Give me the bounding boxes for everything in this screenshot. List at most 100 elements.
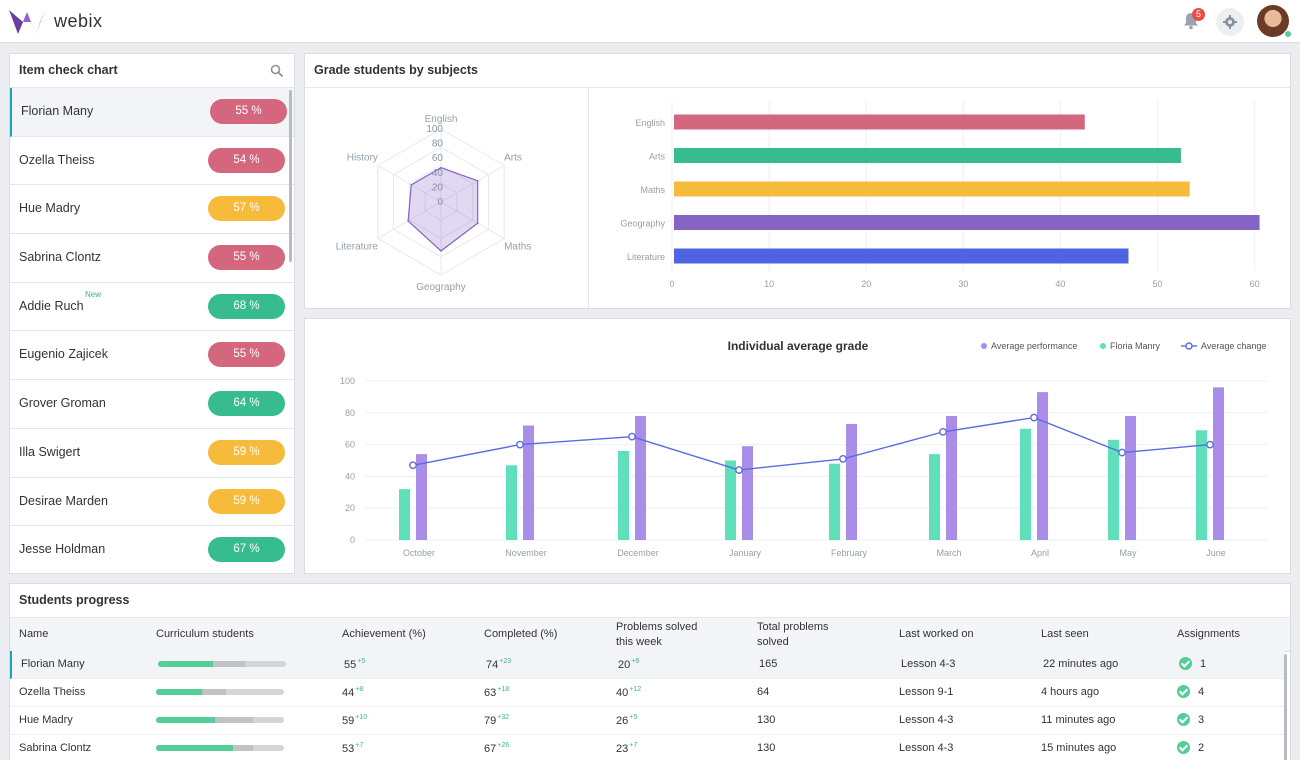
webix-logo-icon[interactable] [9,8,45,36]
list-item[interactable]: Grover Groman 64 % [10,380,294,429]
radar-spoke [377,165,442,203]
table-row[interactable]: Sabrina Clontz 53+7 67+26 23+7 130 Lesson 4-3… [10,735,1285,760]
x-tick-label: June [1206,548,1226,558]
student-name: Ozella Theiss [19,152,95,167]
column-header[interactable]: Curriculum students [156,628,254,640]
list-item[interactable]: Illa Swigert 59 % [10,429,294,478]
progress-fill-primary [156,689,203,695]
column-header[interactable]: Total problems solved [757,621,829,648]
curriculum-progress-bar [156,745,284,751]
week-cell: 26+5 [616,714,637,727]
radar-point [440,250,442,252]
x-tick-label: 20 [861,279,871,289]
achievement-delta: +10 [355,714,368,721]
radar-tick-label: 0 [437,197,443,208]
total-solved-cell: 130 [757,742,776,754]
list-item[interactable]: Desirae Marden 59 % [10,478,294,527]
completed-cell: 63+18 [484,686,509,699]
week-delta: +12 [629,686,642,693]
list-item[interactable]: Eugenio Zajicek 55 % [10,331,294,381]
column-header[interactable]: Assignments [1177,628,1240,640]
check-icon [1177,685,1190,698]
x-tick-label: April [1031,548,1049,558]
line-point [409,461,417,470]
settings-button[interactable] [1216,8,1244,36]
list-item[interactable]: Sabrina Clontz 55 % [10,234,294,283]
last-worked-cell: Lesson 9-1 [899,686,954,698]
bar [929,454,940,540]
last-worked-cell: Lesson 4-3 [899,742,954,754]
top-bar: webix 5 [0,0,1300,43]
x-tick-label: 60 [1250,279,1260,289]
list-item[interactable]: Addie Ruch New 68 % [10,283,294,332]
radar-tick-label: 20 [432,182,444,193]
chart-title: Individual average grade [728,339,869,353]
x-tick-label: October [403,548,435,558]
y-tick-label: Arts [649,152,666,162]
radar-tick-label: 100 [426,124,443,135]
bar [1196,430,1207,540]
radar-tick-label: 60 [432,153,444,164]
table-row[interactable]: Florian Many 55+5 74+23 20+6 165 Lesson 4-3 22… [10,651,1285,679]
x-tick-label: 30 [958,279,968,289]
progress-fill-primary [158,661,214,667]
column-header[interactable]: Last worked on [899,628,974,640]
week-value: 40 [616,687,629,699]
week-delta: +6 [631,658,640,665]
x-tick-label: 10 [764,279,774,289]
y-tick-label: 80 [345,408,355,418]
search-icon[interactable] [270,64,284,78]
score-pill: 67 % [208,537,285,563]
completed-cell: 74+23 [486,658,511,671]
item-check-header: Item check chart [10,54,294,88]
line-point [939,427,947,436]
list-item[interactable]: Hue Madry 57 % [10,185,294,235]
legend-label: Floria Manry [1110,341,1161,351]
score-pill: 68 % [208,293,285,319]
x-tick-label: 0 [669,279,674,289]
user-avatar[interactable] [1257,5,1289,37]
list-item[interactable]: Florian Many 55 % [10,88,294,137]
column-header[interactable]: Completed (%) [484,628,558,640]
students-progress-header: Students progress [10,584,1290,618]
legend-marker [1100,343,1106,349]
radar-point [410,184,413,186]
radar-spoke [440,165,505,203]
radar-axis-label: Geography [416,282,465,293]
radar-axis-label: Literature [336,242,379,253]
curriculum-progress-bar [156,689,284,695]
achievement-value: 59 [342,715,355,727]
list-item[interactable]: Ozella Theiss 54 % [10,137,294,186]
line-point [1030,413,1038,422]
achievement-cell: 44+8 [342,686,363,699]
y-tick-label: English [635,118,665,128]
bar [635,415,646,540]
table-row[interactable]: Hue Madry 59+10 79+32 26+5 130 Lesson 4-3 11 m… [10,707,1285,735]
completed-value: 74 [486,659,499,671]
score-pill: 54 % [208,147,285,173]
y-tick-label: Geography [620,219,665,229]
column-header[interactable]: Achievement (%) [342,628,426,640]
bar [674,215,1260,230]
radar-spoke [440,201,505,239]
x-tick-label: December [617,548,659,558]
item-check-panel: Item check chart Florian Many 55 % Ozella … [9,53,295,574]
grade-panel: Grade students by subjects English Arts Ma… [304,53,1291,309]
bar [725,460,736,540]
score-pill: 59 % [208,488,285,514]
radar-tick-label: 40 [432,168,444,179]
column-header[interactable]: Last seen [1041,628,1089,640]
check-icon [1177,741,1190,754]
x-tick-label: 50 [1153,279,1163,289]
radar-axis-label: Arts [504,153,522,164]
grade-divider [588,88,589,308]
column-header[interactable]: Name [19,628,49,640]
table-row[interactable]: Ozella Theiss 44+8 63+18 40+12 64 Lesson 9-1 4… [10,679,1285,707]
student-name: Hue Madry [19,714,73,726]
item-check-title: Item check chart [19,63,118,77]
score-pill: 57 % [208,196,285,222]
table-scrollbar[interactable] [1284,654,1287,760]
list-item[interactable]: Jesse Holdman 67 % [10,526,294,573]
item-list-scrollbar[interactable] [289,90,292,262]
column-header[interactable]: Problems solved this week [616,621,698,648]
